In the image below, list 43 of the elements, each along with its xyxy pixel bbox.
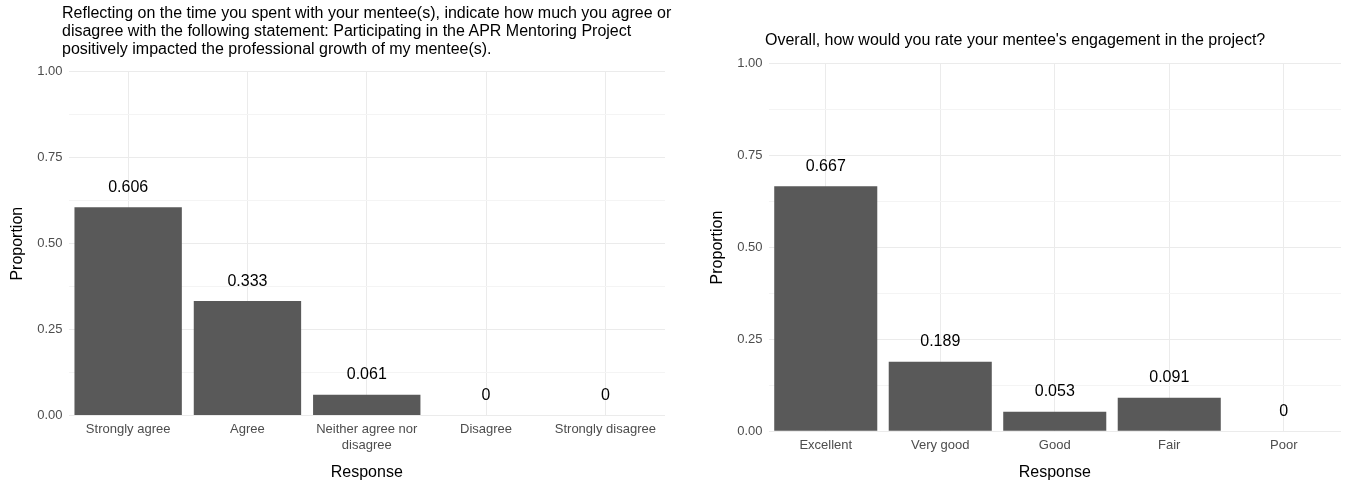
bar	[888, 361, 992, 431]
x-tick-label: Disagree	[460, 420, 513, 436]
data-label: 0	[1279, 401, 1289, 419]
data-label: 0	[481, 386, 491, 404]
x-tick-label: Neither agree nor disagree	[316, 420, 418, 452]
y-tick-label: 0.25	[37, 321, 63, 337]
chart-title: Overall, how would you rate your mentee's engagement in the project?	[765, 31, 1267, 49]
x-tick-label: Agree	[230, 420, 265, 436]
data-label: 0.606	[108, 177, 149, 195]
x-tick-label: Excellent	[799, 436, 853, 452]
x-tick-label: Strongly disagree	[554, 420, 656, 436]
bar	[193, 301, 302, 416]
y-tick-label: 1.00	[737, 55, 763, 71]
bar	[1003, 411, 1107, 431]
data-label: 0.053	[1034, 382, 1075, 400]
y-tick-label: 0.50	[737, 239, 763, 255]
bar	[313, 394, 421, 416]
y-tick-label: 0.25	[737, 330, 763, 346]
x-tick-label: Good	[1038, 436, 1071, 452]
x-axis-title: Response	[1018, 462, 1091, 480]
data-label: 0.091	[1149, 368, 1190, 386]
y-axis-title: Proportion	[708, 210, 726, 285]
chart-title: Reflecting on the time you spent with your mentee(s), indicate how much you agree or disagree with the following statement: Participating in the APR Mentoring Project positively impacted the professional growth of my mentee(s).	[62, 4, 673, 58]
x-tick-label: Very good	[910, 436, 970, 452]
bar	[774, 186, 878, 431]
y-tick-label: 0.00	[37, 407, 63, 423]
y-tick-label: 0.75	[37, 149, 63, 165]
y-tick-label: 0.00	[737, 422, 763, 438]
x-axis-title: Response	[330, 462, 403, 480]
y-tick-label: 0.75	[737, 147, 763, 163]
bar	[74, 207, 182, 416]
x-tick-label: Strongly agree	[85, 420, 171, 436]
data-label: 0	[600, 386, 610, 404]
y-tick-label: 0.50	[37, 235, 63, 251]
y-tick-label: 1.00	[37, 63, 63, 79]
y-axis-title: Proportion	[8, 206, 26, 281]
data-label: 0.667	[805, 156, 846, 174]
data-label: 0.333	[227, 271, 268, 289]
bar	[1117, 397, 1221, 431]
data-label: 0.061	[346, 365, 387, 383]
x-tick-label: Fair	[1158, 436, 1182, 452]
x-tick-label: Poor	[1270, 436, 1299, 452]
data-label: 0.189	[920, 332, 961, 350]
